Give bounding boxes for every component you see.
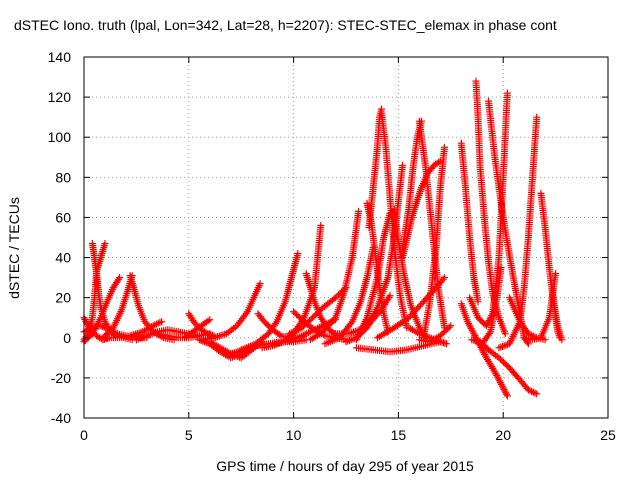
series-pass <box>181 316 214 342</box>
series-pass <box>197 280 264 344</box>
y-tick-label: 40 <box>55 250 71 266</box>
plus-markers <box>373 274 448 342</box>
plus-markers <box>415 322 455 346</box>
plus-markers <box>457 139 482 306</box>
y-tick-label: 140 <box>48 49 72 65</box>
series-pass <box>457 139 482 306</box>
series-pass <box>470 264 505 348</box>
x-axis-title: GPS time / hours of day 295 of year 2015 <box>216 458 474 474</box>
series-pass <box>495 113 541 352</box>
axis-ticks <box>83 56 609 419</box>
series-pass <box>415 322 455 346</box>
x-tick-label: 15 <box>391 427 407 443</box>
plus-markers <box>495 113 541 352</box>
plus-markers <box>353 209 394 344</box>
plus-markers <box>520 270 560 344</box>
plus-markers <box>285 284 350 338</box>
plus-markers <box>306 207 363 344</box>
y-tick-label: 60 <box>55 209 71 225</box>
plot-frame <box>83 56 609 419</box>
plus-markers <box>550 294 564 342</box>
series-layer <box>80 77 566 400</box>
x-tick-label: 20 <box>495 427 511 443</box>
series-pass <box>321 244 377 348</box>
y-tick-labels: -40 -20 0 20 40 60 80 100 120 140 <box>48 49 72 426</box>
x-tick-label: 10 <box>286 427 302 443</box>
plus-markers <box>321 244 377 348</box>
y-tick-label: 120 <box>48 89 72 105</box>
x-tick-label: 5 <box>185 427 193 443</box>
plus-markers <box>399 157 444 262</box>
chart-title: dSTEC Iono. truth (lpal, Lon=342, Lat=28… <box>14 17 557 33</box>
y-tick-label: -20 <box>51 370 71 386</box>
series-pass <box>550 294 564 342</box>
plus-markers <box>378 109 411 332</box>
series-pass <box>101 318 166 342</box>
plus-markers <box>181 316 214 342</box>
plus-markers <box>101 318 166 342</box>
series-pass <box>285 284 350 338</box>
series-pass <box>399 157 444 262</box>
series-pass <box>378 109 411 332</box>
plus-markers <box>197 280 264 344</box>
x-tick-labels: 0 5 10 15 20 25 <box>80 427 616 443</box>
y-tick-label: 100 <box>48 129 72 145</box>
y-tick-label: -40 <box>51 410 71 426</box>
plus-markers <box>470 264 505 348</box>
y-tick-label: 80 <box>55 169 71 185</box>
series-pass <box>520 270 560 344</box>
x-tick-label: 25 <box>600 427 616 443</box>
series-pass <box>306 207 363 344</box>
y-axis-title: dSTEC / TECUs <box>6 197 22 299</box>
series-pass <box>353 209 394 344</box>
x-tick-label: 0 <box>80 427 88 443</box>
series-pass <box>373 274 448 342</box>
y-tick-label: 0 <box>63 330 71 346</box>
y-tick-label: 20 <box>55 290 71 306</box>
